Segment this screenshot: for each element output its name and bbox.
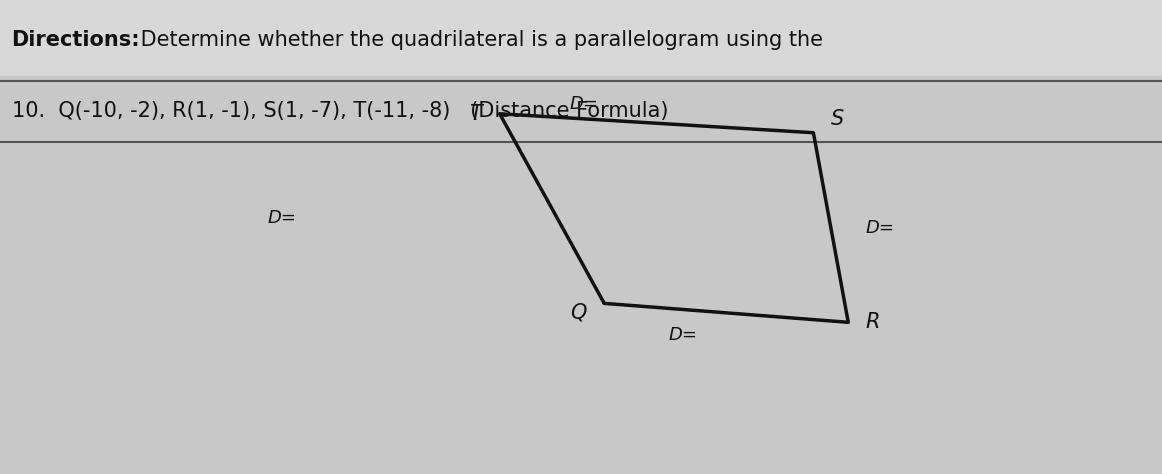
Text: D=: D=: [267, 209, 296, 227]
Text: R: R: [866, 312, 880, 332]
Text: S: S: [831, 109, 844, 129]
Text: D=: D=: [866, 219, 895, 237]
Text: Determine whether the quadrilateral is a parallelogram using the: Determine whether the quadrilateral is a…: [134, 30, 823, 50]
Text: D=: D=: [569, 95, 598, 113]
Text: 10.  Q(-10, -2), R(1, -1), S(1, -7), T(-11, -8)   (Distance Formula): 10. Q(-10, -2), R(1, -1), S(1, -7), T(-1…: [12, 101, 668, 121]
Text: D=: D=: [668, 326, 697, 344]
Text: T: T: [469, 104, 482, 124]
Text: Directions:: Directions:: [12, 30, 141, 50]
Text: Q: Q: [571, 302, 587, 322]
Bar: [0, 0, 1162, 76]
